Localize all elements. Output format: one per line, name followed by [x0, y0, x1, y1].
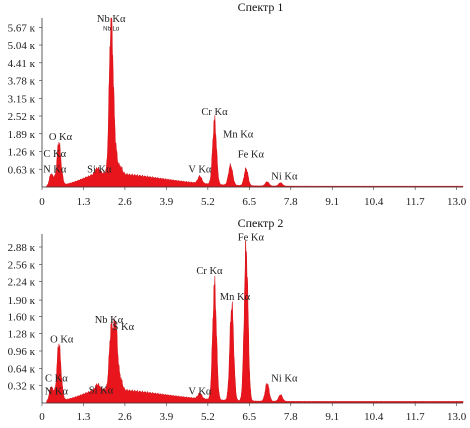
y-tick-label: 1.89 к — [8, 129, 36, 141]
peak-label: Ni Kα — [271, 373, 298, 384]
peak-label: N Kα — [45, 386, 69, 397]
panel-title: Спектр 2 — [238, 216, 284, 230]
peak-label: V Kα — [188, 164, 212, 175]
peak-label: Mn Kα — [223, 130, 254, 141]
x-tick-label: 11.7 — [406, 411, 425, 423]
peak-label: Fe Kα — [238, 149, 265, 160]
x-tick-label: 9.1 — [325, 196, 339, 208]
peak-label: V Kα — [188, 386, 212, 397]
x-tick-label: 10.4 — [364, 411, 384, 423]
y-tick-label: 2.56 к — [8, 259, 36, 271]
y-tick-label: 4.41 к — [8, 58, 36, 70]
x-tick-label: 3.9 — [160, 411, 174, 423]
y-tick-label: 2.24 к — [8, 277, 36, 289]
x-tick-label: 11.7 — [406, 196, 425, 208]
peak-label: N Kα — [43, 164, 67, 175]
x-tick-label: 7.8 — [284, 196, 298, 208]
x-tick-label: 10.4 — [364, 196, 384, 208]
panel-title: Спектр 1 — [238, 0, 284, 14]
peak-label: C Kα — [45, 373, 68, 384]
x-tick-label: 5.2 — [201, 196, 215, 208]
y-tick-label: 5.04 к — [8, 40, 36, 52]
spectrum-2-panel: Спектр 2 0.32 к 0.64 к 0.96 к 1.28 к 1.60 к 1.… — [8, 216, 467, 423]
peak-label: Fe Kα — [238, 233, 265, 244]
y-tick-label: 5.67 к — [8, 22, 36, 34]
x-tick-label: 2.6 — [118, 411, 132, 423]
peak-label: Nb Lα — [103, 27, 120, 33]
y-tick-label: 3.78 к — [8, 76, 36, 88]
peak-label: O Kα — [50, 334, 74, 345]
spectrum-1-panel: Спектр 1 0.63 к 1.26 к 1.89 к 2.52 к 3.15 к 3.… — [8, 0, 467, 208]
peak-label: O Kα — [49, 132, 73, 143]
x-tick-label: 13.0 — [447, 411, 467, 423]
peak-label: Cr Kα — [201, 107, 228, 118]
x-tick-label: 5.2 — [201, 411, 215, 423]
peak-label: Si Kα — [89, 385, 114, 396]
x-tick-label: 9.1 — [325, 411, 339, 423]
spectrum-area — [45, 240, 464, 404]
x-tick-label: 13.0 — [447, 196, 467, 208]
peak-label: Mn Kα — [220, 292, 251, 303]
peak-label: Nb Kα — [97, 14, 126, 25]
x-tick-label: 2.6 — [118, 196, 132, 208]
x-tick-label: 6.5 — [242, 411, 256, 423]
peak-label: S Kα — [113, 322, 135, 333]
y-tick-label: 0.63 к — [8, 164, 36, 176]
y-tick-label: 0.64 к — [8, 363, 36, 375]
y-tick-label: 3.15 к — [8, 93, 36, 105]
x-tick-label: 1.3 — [77, 196, 91, 208]
x-tick-label: 0 — [39, 411, 45, 423]
x-tick-label: 0 — [39, 196, 45, 208]
x-tick-label: 6.5 — [242, 196, 256, 208]
y-tick-label: 0.96 к — [8, 346, 36, 358]
x-tick-label: 7.8 — [284, 411, 298, 423]
y-tick-label: 1.60 к — [8, 311, 36, 323]
x-tick-label: 1.3 — [77, 411, 91, 423]
spectrum-area — [45, 17, 464, 188]
y-tick-label: 1.26 к — [8, 147, 36, 159]
peak-label: Ni Kα — [271, 171, 298, 182]
y-tick-label: 0.32 к — [8, 381, 36, 393]
peak-label: Si Kα — [87, 164, 112, 175]
y-tick-label: 1.28 к — [8, 329, 36, 341]
peak-label: Nb Kα — [95, 315, 124, 326]
y-tick-label: 1.90 к — [8, 295, 36, 307]
peak-label: C Kα — [43, 149, 66, 160]
x-tick-label: 3.9 — [160, 196, 174, 208]
y-tick-label: 2.88 к — [8, 242, 36, 254]
y-tick-label: 2.52 к — [8, 111, 36, 123]
peak-label: Cr Kα — [196, 266, 223, 277]
